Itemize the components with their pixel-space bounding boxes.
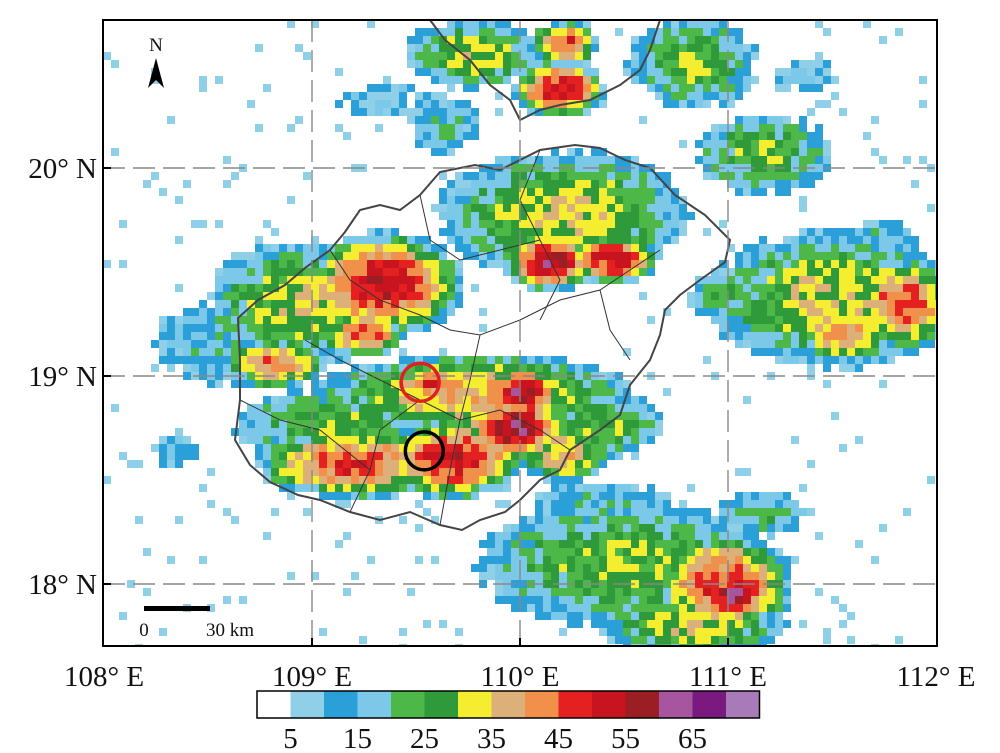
legend-label: 45 bbox=[544, 723, 573, 753]
legend-swatch bbox=[525, 691, 559, 718]
legend-label: 35 bbox=[477, 723, 506, 753]
legend-swatch bbox=[491, 691, 525, 718]
x-tick-label: 110° E bbox=[481, 661, 560, 693]
red-circle-marker bbox=[399, 361, 441, 403]
scale-start-label: 0 bbox=[139, 620, 149, 641]
legend-swatch bbox=[726, 691, 760, 718]
y-tick-label: 18° N bbox=[28, 569, 97, 601]
y-tick-label: 19° N bbox=[28, 361, 97, 393]
scale-bar: 0 30 km bbox=[139, 606, 254, 641]
y-tick-label: 20° N bbox=[28, 153, 97, 185]
tick-marks bbox=[103, 167, 729, 646]
legend-label: 15 bbox=[343, 723, 372, 753]
x-tick-label: 111° E bbox=[689, 661, 767, 693]
marker-layer bbox=[399, 361, 446, 472]
scale-end-label: 30 km bbox=[206, 620, 254, 641]
legend-swatch bbox=[424, 691, 458, 718]
legend-swatch bbox=[324, 691, 358, 718]
legend-frame bbox=[256, 690, 761, 719]
legend-swatch bbox=[692, 691, 726, 718]
legend-swatch bbox=[458, 691, 492, 718]
x-tick-label: 108° E bbox=[64, 661, 144, 693]
legend-swatch bbox=[625, 691, 659, 718]
legend-swatch bbox=[290, 691, 324, 718]
north-arrow: N bbox=[148, 35, 164, 88]
legend-label: 55 bbox=[611, 723, 640, 753]
x-tick-label: 112° E bbox=[897, 661, 976, 693]
legend-label: 65 bbox=[678, 723, 707, 753]
x-tick-label: 109° E bbox=[272, 661, 352, 693]
hainan-coastline bbox=[233, 20, 732, 532]
legend-swatch bbox=[558, 691, 592, 718]
radar-echo-layer bbox=[103, 20, 937, 646]
legend-swatch bbox=[659, 691, 693, 718]
legend-label: 5 bbox=[283, 723, 298, 753]
color-legend: 5 15 25 35 45 55 65 bbox=[256, 690, 761, 753]
legend-swatch bbox=[257, 691, 291, 718]
north-label: N bbox=[149, 35, 163, 56]
legend-swatch bbox=[357, 691, 391, 718]
legend-label: 25 bbox=[410, 723, 439, 753]
legend-swatch bbox=[391, 691, 425, 718]
black-circle-marker bbox=[403, 430, 446, 472]
legend-swatch bbox=[592, 691, 626, 718]
gridlines bbox=[103, 20, 937, 646]
